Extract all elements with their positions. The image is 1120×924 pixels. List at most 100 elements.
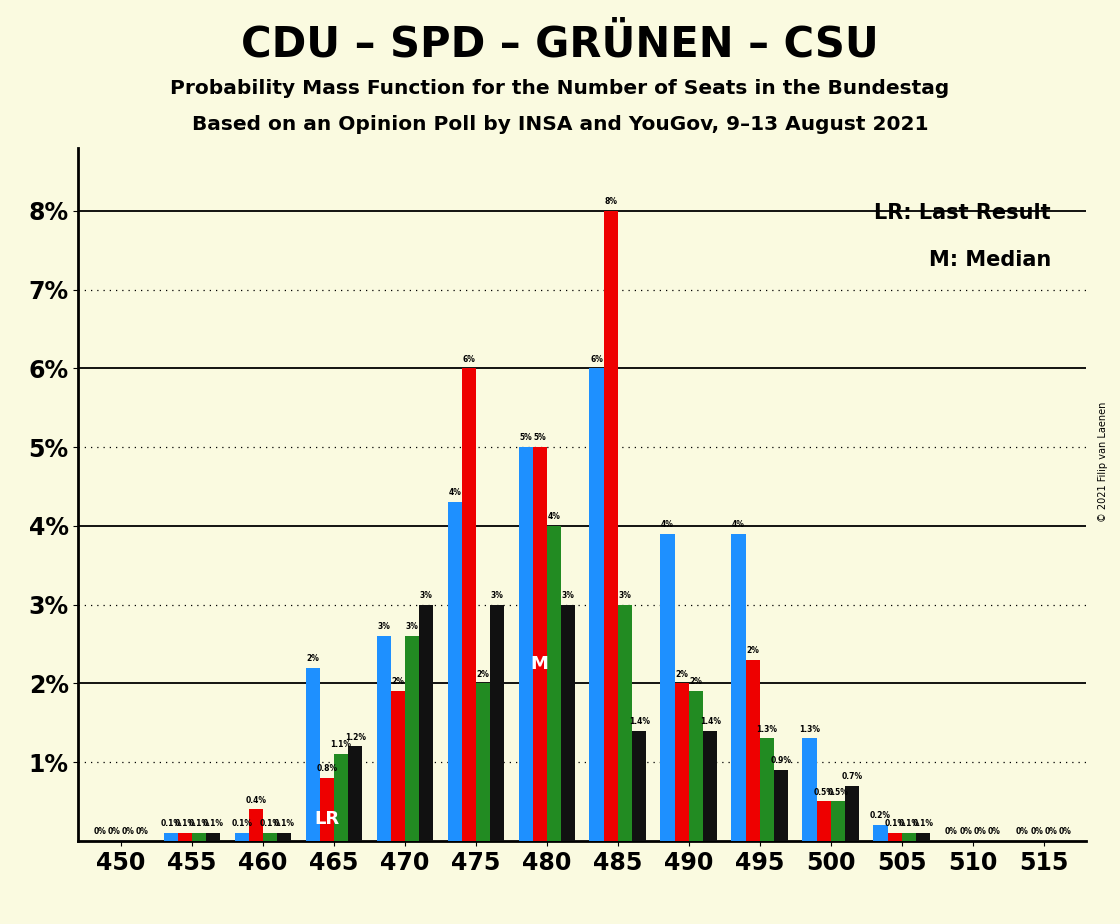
Text: 0%: 0% xyxy=(136,827,149,836)
Bar xyxy=(547,526,561,841)
Text: 1.1%: 1.1% xyxy=(330,740,352,749)
Bar xyxy=(519,447,533,841)
Text: CDU – SPD – GRÜNEN – CSU: CDU – SPD – GRÜNEN – CSU xyxy=(241,23,879,65)
Text: Based on an Opinion Poll by INSA and YouGov, 9–13 August 2021: Based on an Opinion Poll by INSA and You… xyxy=(192,116,928,135)
Text: 3%: 3% xyxy=(405,623,419,631)
Text: 2%: 2% xyxy=(477,670,489,678)
Text: M: M xyxy=(531,654,549,673)
Text: 3%: 3% xyxy=(562,590,575,600)
Text: 1.3%: 1.3% xyxy=(799,724,820,734)
Bar xyxy=(376,636,391,841)
Bar xyxy=(263,833,277,841)
Text: 6%: 6% xyxy=(463,355,475,364)
Text: 0%: 0% xyxy=(1030,827,1043,836)
Text: 0.1%: 0.1% xyxy=(231,820,252,828)
Bar xyxy=(916,833,931,841)
Bar xyxy=(902,833,916,841)
Text: 0.5%: 0.5% xyxy=(828,788,848,796)
Text: 2%: 2% xyxy=(690,677,702,687)
Text: LR: Last Result: LR: Last Result xyxy=(875,203,1051,223)
Text: 0%: 0% xyxy=(988,827,1000,836)
Text: 0%: 0% xyxy=(973,827,987,836)
Bar xyxy=(731,534,746,841)
Bar xyxy=(334,754,348,841)
Bar xyxy=(476,684,491,841)
Bar xyxy=(632,731,646,841)
Bar xyxy=(561,604,576,841)
Text: 0.1%: 0.1% xyxy=(273,820,295,828)
Text: 2%: 2% xyxy=(675,670,688,678)
Bar xyxy=(448,503,461,841)
Text: M: Median: M: Median xyxy=(928,250,1051,270)
Text: 5%: 5% xyxy=(533,433,547,443)
Text: 3%: 3% xyxy=(618,590,632,600)
Bar xyxy=(618,604,632,841)
Text: 0%: 0% xyxy=(122,827,134,836)
Text: 0.9%: 0.9% xyxy=(771,756,792,765)
Text: 4%: 4% xyxy=(548,512,560,521)
Text: 0%: 0% xyxy=(1058,827,1072,836)
Bar xyxy=(206,833,221,841)
Bar xyxy=(802,738,816,841)
Text: 0.1%: 0.1% xyxy=(160,820,181,828)
Text: 1.4%: 1.4% xyxy=(628,717,650,726)
Text: 2%: 2% xyxy=(746,646,759,655)
Text: 6%: 6% xyxy=(590,355,603,364)
Bar xyxy=(774,770,788,841)
Bar xyxy=(319,778,334,841)
Bar xyxy=(888,833,902,841)
Text: 5%: 5% xyxy=(520,433,532,443)
Bar xyxy=(234,833,249,841)
Bar xyxy=(249,809,263,841)
Text: 0.4%: 0.4% xyxy=(245,796,267,805)
Bar xyxy=(661,534,674,841)
Text: 1.2%: 1.2% xyxy=(345,733,366,742)
Text: 3%: 3% xyxy=(491,590,504,600)
Bar xyxy=(391,691,405,841)
Bar xyxy=(533,447,547,841)
Text: 0%: 0% xyxy=(945,827,958,836)
Text: 2%: 2% xyxy=(306,654,319,663)
Bar xyxy=(419,604,433,841)
Bar xyxy=(405,636,419,841)
Bar xyxy=(164,833,178,841)
Bar xyxy=(277,833,291,841)
Bar xyxy=(874,825,888,841)
Bar xyxy=(746,660,759,841)
Text: Probability Mass Function for the Number of Seats in the Bundestag: Probability Mass Function for the Number… xyxy=(170,79,950,98)
Text: 0%: 0% xyxy=(93,827,106,836)
Bar xyxy=(831,801,846,841)
Text: 4%: 4% xyxy=(732,520,745,529)
Bar xyxy=(604,211,618,841)
Text: 0.1%: 0.1% xyxy=(913,820,934,828)
Text: 0.1%: 0.1% xyxy=(175,820,195,828)
Text: 4%: 4% xyxy=(661,520,674,529)
Bar xyxy=(461,369,476,841)
Bar xyxy=(759,738,774,841)
Text: 3%: 3% xyxy=(377,623,390,631)
Text: © 2021 Filip van Laenen: © 2021 Filip van Laenen xyxy=(1099,402,1108,522)
Text: 0.1%: 0.1% xyxy=(260,820,281,828)
Text: 1.3%: 1.3% xyxy=(756,724,777,734)
Text: LR: LR xyxy=(315,809,339,828)
Text: 0.1%: 0.1% xyxy=(188,820,209,828)
Bar xyxy=(846,785,859,841)
Bar xyxy=(589,369,604,841)
Text: 8%: 8% xyxy=(605,197,617,206)
Text: 0.1%: 0.1% xyxy=(203,820,224,828)
Text: 0%: 0% xyxy=(960,827,972,836)
Text: 0.7%: 0.7% xyxy=(841,772,862,781)
Bar xyxy=(178,833,192,841)
Bar xyxy=(306,667,319,841)
Text: 4%: 4% xyxy=(448,489,461,497)
Text: 0%: 0% xyxy=(1016,827,1029,836)
Bar xyxy=(703,731,717,841)
Text: 0.5%: 0.5% xyxy=(813,788,834,796)
Text: 0%: 0% xyxy=(108,827,120,836)
Text: 3%: 3% xyxy=(420,590,432,600)
Text: 2%: 2% xyxy=(391,677,404,687)
Text: 0.2%: 0.2% xyxy=(870,811,892,821)
Text: 0%: 0% xyxy=(1045,827,1057,836)
Bar xyxy=(491,604,504,841)
Text: 0.1%: 0.1% xyxy=(898,820,920,828)
